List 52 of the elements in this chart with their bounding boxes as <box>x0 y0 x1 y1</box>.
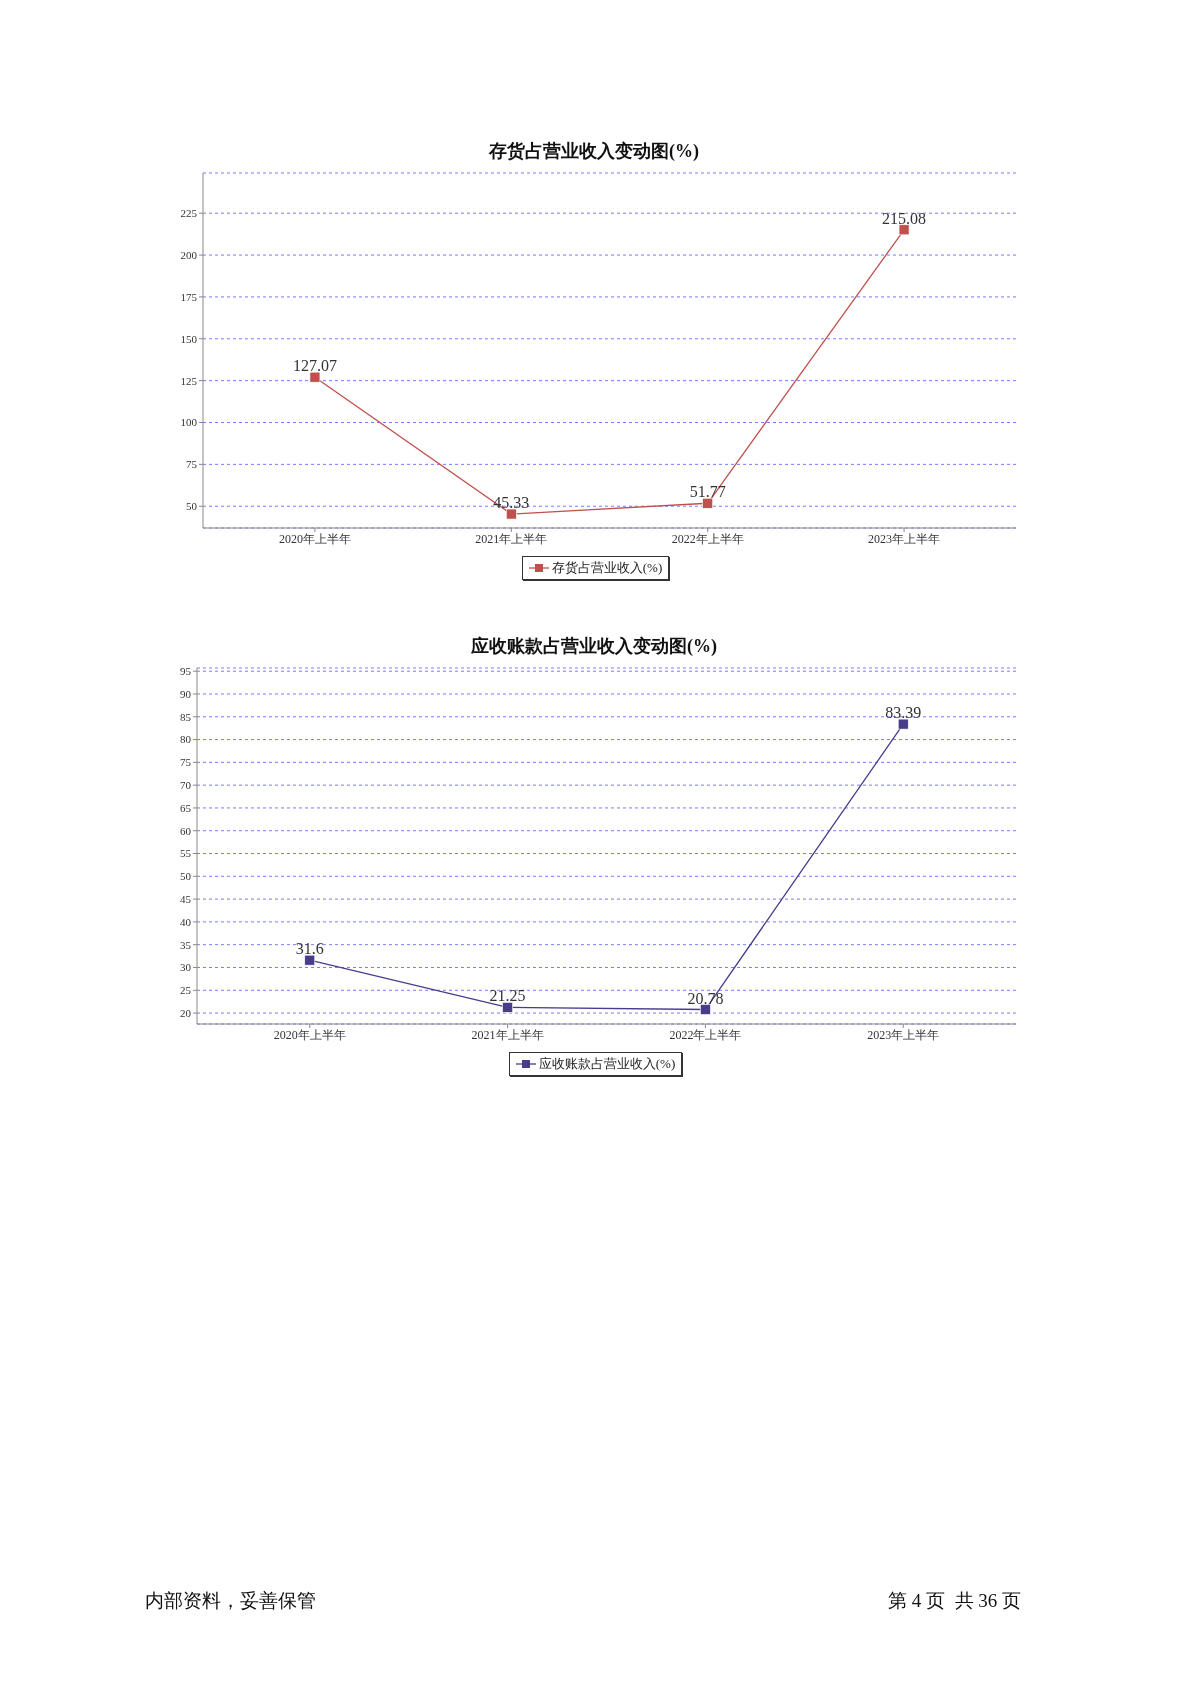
legend-label: 应收账款占营业收入(%) <box>538 1055 676 1073</box>
y-tick-label: 45 <box>180 893 192 906</box>
point <box>304 954 316 966</box>
x-tick-label: 2023年上半年 <box>868 531 941 546</box>
point <box>700 1004 711 1015</box>
x-tick-label: 2020年上半年 <box>273 1027 346 1042</box>
y-tick-label: 150 <box>180 332 198 345</box>
x-tick-label: 2023年上半年 <box>867 1027 940 1042</box>
point <box>502 1002 513 1013</box>
x-tick-label: 2021年上半年 <box>471 1027 544 1042</box>
data-label: 21.25 <box>489 987 526 1005</box>
y-tick-label: 80 <box>180 733 192 746</box>
point <box>309 371 321 383</box>
y-tick-label: 70 <box>180 779 192 792</box>
y-tick-label: 35 <box>180 938 192 951</box>
data-label: 83.39 <box>885 704 922 722</box>
y-tick-label: 50 <box>186 500 198 513</box>
y-tick-label: 200 <box>180 248 198 261</box>
y-tick-label: 20 <box>180 1006 192 1019</box>
y-tick-label: 95 <box>180 665 192 678</box>
y-tick-label: 90 <box>180 687 192 700</box>
x-tick-label: 2020年上半年 <box>278 531 351 546</box>
y-tick-label: 55 <box>180 847 192 860</box>
y-tick-label: 100 <box>180 416 198 429</box>
x-tick-label: 2022年上半年 <box>669 1027 742 1042</box>
point <box>702 497 713 509</box>
data-label: 215.08 <box>882 209 927 227</box>
chart-title: 存货占营业收入变动图(%) <box>487 140 700 163</box>
x-tick-label: 2022年上半年 <box>671 531 744 546</box>
x-tick-label: 2021年上半年 <box>475 531 548 546</box>
y-tick-label: 40 <box>180 915 192 928</box>
point <box>898 224 910 236</box>
y-tick-label: 50 <box>180 870 192 883</box>
y-tick-label: 25 <box>180 984 192 997</box>
y-tick-label: 30 <box>180 961 192 974</box>
y-tick-label: 75 <box>180 756 192 769</box>
data-label: 45.33 <box>493 494 530 512</box>
y-tick-label: 125 <box>180 374 198 387</box>
text: 第 4 页 共 36 页 <box>888 1589 1021 1613</box>
data-label: 127.07 <box>292 357 337 375</box>
legend-label: 存货占营业收入(%) <box>551 559 663 577</box>
y-tick-label: 175 <box>180 290 198 303</box>
point <box>897 718 909 730</box>
y-tick-label: 60 <box>180 824 192 837</box>
data-label: 31.6 <box>295 940 324 958</box>
chart-title: 应收账款占营业收入变动图(%) <box>470 635 718 658</box>
text: 内部资料，妥善保管 <box>145 1589 316 1613</box>
y-tick-label: 85 <box>180 710 192 723</box>
y-tick-label: 225 <box>180 207 198 220</box>
y-tick-label: 65 <box>180 801 192 814</box>
y-tick-label: 75 <box>186 458 198 471</box>
point <box>506 508 517 520</box>
